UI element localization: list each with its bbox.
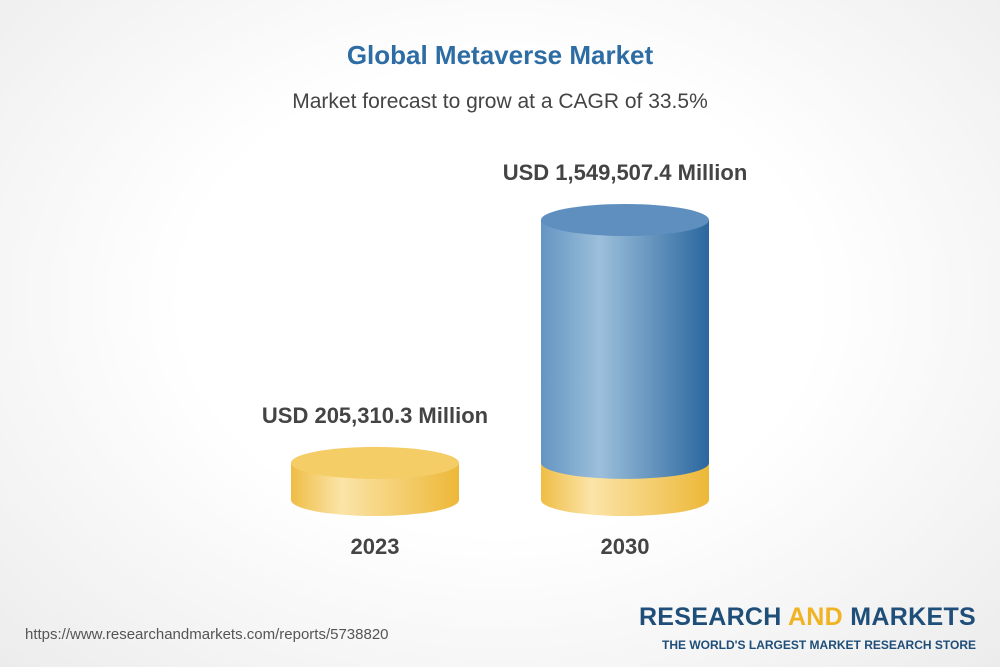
x-tick-label: 2023	[350, 534, 400, 559]
cylinder-segment	[291, 446, 459, 516]
brand-tagline: THE WORLD'S LARGEST MARKET RESEARCH STOR…	[662, 638, 976, 652]
brand-text: RESEARCH	[638, 603, 788, 631]
value-label: USD 205,310.3 Million	[261, 402, 489, 428]
brand-text: AND	[787, 603, 844, 631]
cylinder-top	[541, 204, 709, 236]
x-tick-label: 2030	[600, 534, 650, 559]
source-url: https://www.researchandmarkets.com/repor…	[25, 626, 389, 643]
brand-logo: RESEARCH AND MARKETS	[600, 603, 976, 632]
cylinder-body	[541, 220, 709, 479]
brand-text: MARKETS	[843, 603, 976, 631]
cylinder-segment	[541, 204, 709, 479]
value-label: USD 1,549,507.4 Million	[502, 160, 748, 185]
chart-title: Global Metaverse Market	[346, 40, 654, 70]
chart-subtitle: Market forecast to grow at a CAGR of 33.…	[292, 90, 708, 113]
cylinder-top	[291, 446, 459, 479]
